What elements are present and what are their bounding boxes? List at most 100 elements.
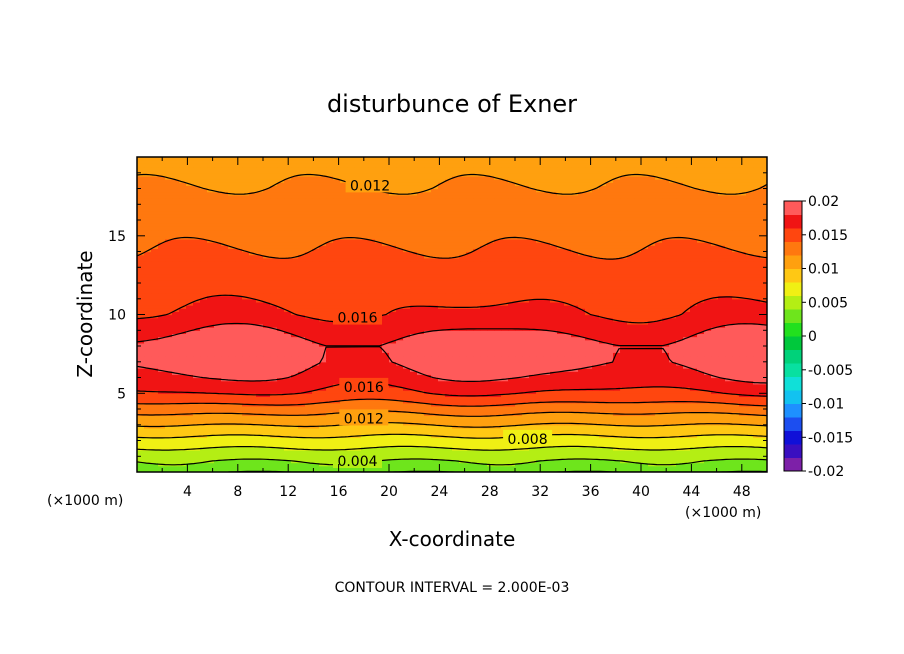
contour-cell (158, 431, 166, 435)
contour-cell (312, 468, 320, 472)
contour-cell (417, 361, 425, 366)
contour-cell (697, 418, 705, 423)
contour-cell (228, 323, 236, 328)
contour-cell (578, 333, 586, 338)
contour-cell (606, 371, 614, 375)
contour-cell (711, 314, 719, 319)
contour-cell (620, 368, 628, 372)
contour-cell (291, 358, 299, 363)
contour-cell (193, 355, 201, 360)
contour-cell (536, 383, 544, 388)
contour-cell (711, 333, 719, 338)
contour-cell (389, 437, 397, 442)
contour-cell (725, 383, 733, 388)
contour-cell (557, 412, 565, 416)
contour-cell (571, 409, 579, 413)
contour-cell (284, 323, 292, 328)
contour-cell (445, 346, 453, 350)
contour-cell (585, 459, 593, 464)
contour-cell (333, 443, 341, 448)
contour-cell (704, 355, 712, 360)
contour-cell (291, 431, 299, 435)
contour-cell (739, 364, 747, 369)
contour-cell (172, 468, 180, 472)
contour-cell (382, 364, 390, 369)
contour-cell (676, 421, 684, 426)
contour-cell (144, 305, 152, 309)
contour-cell (662, 323, 670, 328)
contour-cell (186, 355, 194, 360)
contour-cell (235, 298, 243, 303)
contour-cell (655, 393, 663, 397)
contour-cell (543, 314, 551, 319)
contour-cell (578, 327, 586, 331)
contour-cell (228, 446, 236, 451)
contour-cell (606, 380, 614, 385)
contour-cell (263, 446, 271, 451)
contour-cell (466, 368, 474, 372)
contour-cell (452, 418, 460, 423)
contour-cell (256, 358, 264, 363)
contour-cell (235, 336, 243, 341)
contour-cell (249, 377, 257, 382)
contour-cell (536, 342, 544, 347)
contour-cell (298, 339, 306, 344)
contour-cell (179, 330, 187, 334)
contour-cell (326, 333, 334, 338)
contour-cell (662, 405, 670, 410)
contour-cell (263, 415, 271, 420)
contour-cell (256, 346, 264, 350)
contour-cell (655, 352, 663, 357)
contour-cell (508, 339, 516, 344)
contour-cell (613, 424, 621, 429)
contour-cell (627, 339, 635, 344)
contour-cell (473, 323, 481, 328)
contour-cell (403, 301, 411, 306)
contour-cell (704, 459, 712, 464)
contour-cell (648, 314, 656, 319)
contour-cell (179, 468, 187, 472)
contour-cell (655, 317, 663, 322)
contour-cell (564, 374, 572, 379)
contour-cell (284, 431, 292, 435)
contour-cell (298, 386, 306, 391)
contour-cell (312, 330, 320, 334)
contour-cell (263, 311, 271, 316)
contour-cell (557, 424, 565, 429)
contour-cell (214, 390, 222, 394)
contour-cell (235, 358, 243, 363)
contour-cell (270, 371, 278, 375)
contour-cell (732, 330, 740, 334)
contour-cell (137, 431, 145, 435)
contour-cell (620, 327, 628, 331)
contour-cell (193, 295, 201, 300)
contour-cell (711, 393, 719, 397)
contour-cell (375, 349, 383, 353)
contour-cell (627, 346, 635, 350)
contour-cell (522, 402, 530, 407)
contour-cell (627, 418, 635, 423)
contour-cell (697, 393, 705, 397)
contour-cell (200, 449, 208, 454)
contour-cell (396, 383, 404, 388)
contour-cell (389, 402, 397, 407)
contour-cell (263, 424, 271, 429)
contour-cell (417, 295, 425, 300)
contour-cell (151, 295, 159, 300)
contour-cell (172, 405, 180, 410)
contour-cell (193, 380, 201, 385)
contour-cell (354, 402, 362, 407)
contour-cell (410, 399, 418, 404)
contour-cell (753, 440, 761, 445)
contour-cell (459, 377, 467, 382)
contour-cell (739, 368, 747, 372)
contour-cell (613, 459, 621, 464)
contour-cell (284, 333, 292, 338)
contour-cell (186, 459, 194, 464)
contour-cell (459, 421, 467, 426)
contour-cell (445, 368, 453, 372)
contour-cell (515, 380, 523, 385)
contour-cell (676, 339, 684, 344)
contour-cell (522, 323, 530, 328)
contour-cell (487, 396, 495, 401)
